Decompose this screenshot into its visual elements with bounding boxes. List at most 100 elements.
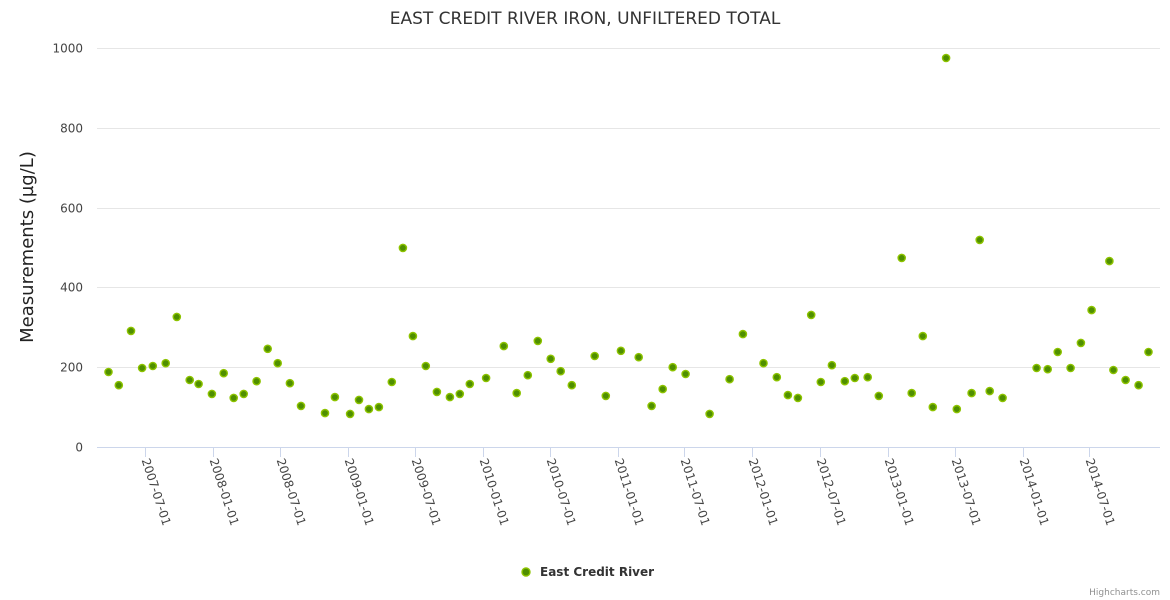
data-point: [345, 409, 355, 419]
data-point: [874, 391, 884, 401]
y-tick-label: 400: [60, 281, 83, 295]
y-tick-label: 1000: [52, 42, 83, 56]
data-point: [148, 361, 158, 371]
data-point: [374, 402, 384, 412]
x-tick-label: 2011-01-01: [612, 457, 647, 528]
data-point: [647, 401, 656, 411]
data-point: [897, 253, 907, 263]
x-tick-label: 2014-07-01: [1083, 457, 1118, 528]
data-point: [616, 346, 626, 356]
data-point: [863, 372, 873, 382]
data-point: [207, 389, 217, 399]
y-axis: 0 200 400 600 800 1000: [52, 42, 83, 455]
data-point: [634, 352, 644, 362]
x-tick-label: 2010-07-01: [544, 457, 579, 528]
data-point: [975, 235, 985, 245]
grid-lines: [97, 48, 1160, 368]
legend-marker-icon: [521, 567, 531, 577]
data-point: [239, 389, 248, 399]
data-point: [1076, 338, 1086, 348]
data-point: [918, 331, 928, 341]
data-point: [952, 404, 962, 414]
data-point: [850, 373, 860, 383]
data-point: [806, 310, 816, 320]
data-point: [387, 377, 397, 387]
data-point: [658, 384, 668, 394]
data-point: [1121, 375, 1130, 385]
data-point: [1043, 364, 1052, 374]
data-point: [296, 401, 306, 411]
x-tick-label: 2013-07-01: [949, 457, 984, 528]
data-point: [354, 395, 364, 405]
x-tick-label: 2009-01-01: [342, 457, 377, 528]
data-point: [194, 379, 203, 389]
data-point: [1105, 256, 1114, 266]
credits-link[interactable]: Highcharts.com: [1089, 588, 1160, 598]
data-point: [725, 374, 734, 384]
data-point: [1032, 363, 1041, 373]
data-point: [907, 388, 917, 398]
data-point: [546, 354, 556, 364]
data-point: [126, 326, 136, 336]
chart-title: EAST CREDIT RIVER IRON, UNFILTERED TOTAL: [390, 9, 781, 29]
x-tick-label: 2014-01-01: [1017, 457, 1052, 528]
x-tick-label: 2013-01-01: [882, 457, 917, 528]
data-point: [161, 358, 170, 368]
x-tick-label: 2012-07-01: [814, 457, 849, 528]
data-point: [172, 312, 182, 322]
data-point: [330, 392, 340, 402]
data-point: [1144, 347, 1153, 357]
data-point: [263, 344, 273, 354]
data-point: [827, 360, 837, 370]
legend-label[interactable]: East Credit River: [540, 565, 654, 579]
data-point: [481, 373, 491, 383]
data-point: [601, 391, 611, 401]
data-point: [840, 376, 850, 386]
data-point: [285, 378, 295, 388]
data-point: [137, 363, 147, 373]
data-point: [219, 368, 228, 378]
x-tick-label: 2008-01-01: [207, 457, 242, 528]
data-point: [320, 408, 330, 418]
data-point: [533, 336, 543, 346]
y-axis-label: Measurements (µg/L): [17, 151, 38, 343]
data-point: [114, 380, 124, 390]
data-point: [1109, 365, 1118, 375]
data-point: [556, 366, 566, 376]
data-point: [185, 375, 194, 385]
data-point: [816, 377, 826, 387]
legend-item[interactable]: East Credit River: [521, 565, 654, 579]
x-axis: 2007-07-01 2008-01-01 2008-07-01 2009-01-01…: [139, 447, 1118, 527]
data-point: [421, 361, 431, 371]
x-tick-label: 2007-07-01: [139, 457, 174, 528]
data-point: [445, 392, 455, 402]
data-point: [1087, 305, 1096, 315]
data-point: [668, 362, 678, 372]
x-tick-label: 2008-07-01: [274, 457, 309, 528]
data-point: [512, 388, 522, 398]
y-tick-label: 800: [60, 122, 83, 136]
data-point: [590, 351, 600, 361]
data-point: [455, 389, 465, 399]
x-tick-label: 2011-07-01: [678, 457, 713, 528]
data-point: [567, 380, 577, 390]
series-east-credit-river: [104, 53, 1153, 419]
x-tick-label: 2010-01-01: [477, 457, 512, 528]
y-tick-label: 600: [60, 202, 83, 216]
data-point: [793, 393, 803, 403]
data-point: [229, 393, 238, 403]
data-point: [1134, 380, 1143, 390]
y-tick-label: 0: [75, 441, 83, 455]
data-point: [985, 386, 995, 396]
x-tick-label: 2009-07-01: [409, 457, 444, 528]
data-point: [759, 358, 768, 368]
data-point: [681, 369, 690, 379]
data-point: [941, 53, 951, 63]
data-point: [408, 331, 418, 341]
data-point: [772, 372, 782, 382]
data-point: [465, 379, 475, 389]
data-point: [104, 367, 113, 377]
data-point: [967, 388, 976, 398]
data-point: [398, 243, 408, 253]
